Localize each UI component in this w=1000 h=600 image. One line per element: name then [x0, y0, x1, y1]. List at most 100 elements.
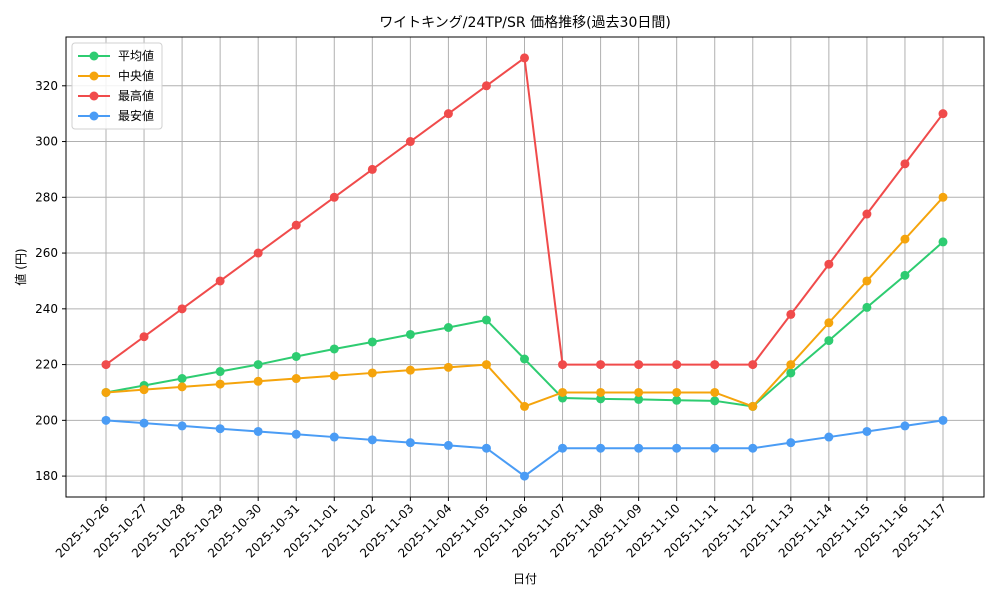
data-point: [177, 421, 187, 431]
data-point: [177, 374, 187, 384]
legend-marker-icon: [89, 71, 99, 81]
data-point: [215, 379, 225, 389]
legend-label: 最安値: [118, 108, 154, 123]
y-tick-label: 220: [35, 358, 58, 372]
data-point: [443, 109, 453, 119]
data-point: [481, 81, 491, 91]
data-point: [786, 368, 796, 378]
data-point: [215, 367, 225, 377]
data-point: [900, 234, 910, 244]
data-point: [900, 421, 910, 431]
data-point: [405, 137, 415, 147]
data-point: [558, 387, 568, 397]
data-point: [900, 159, 910, 169]
data-point: [862, 276, 872, 286]
data-point: [824, 259, 834, 269]
data-point: [672, 387, 682, 397]
data-point: [862, 426, 872, 436]
data-point: [443, 362, 453, 372]
data-point: [938, 415, 948, 425]
data-point: [862, 209, 872, 219]
data-point: [481, 443, 491, 453]
series-line: [101, 53, 948, 370]
data-point: [367, 368, 377, 378]
x-axis: 2025-10-262025-10-272025-10-282025-10-29…: [53, 497, 949, 560]
data-point: [253, 376, 263, 386]
data-point: [253, 360, 263, 370]
data-point: [520, 401, 529, 411]
data-point: [481, 315, 491, 325]
legend-item: 平均値: [78, 48, 154, 63]
y-tick-label: 180: [35, 469, 58, 483]
data-point: [443, 440, 453, 450]
data-point: [177, 382, 187, 392]
data-point: [367, 164, 377, 174]
data-point: [558, 443, 568, 453]
data-point: [253, 426, 263, 436]
grid: [66, 37, 984, 497]
y-axis-label: 値 (円): [13, 248, 28, 285]
data-point: [215, 424, 225, 434]
data-point: [520, 354, 529, 364]
data-point: [405, 365, 415, 375]
y-tick-label: 320: [35, 79, 58, 93]
data-point: [139, 418, 149, 428]
data-point: [329, 192, 339, 202]
x-axis-label: 日付: [513, 572, 537, 586]
y-tick-label: 260: [35, 246, 58, 260]
data-point: [634, 443, 644, 453]
legend-label: 最高値: [118, 88, 154, 103]
series-line: [101, 415, 948, 481]
data-point: [139, 385, 149, 395]
data-point: [672, 443, 682, 453]
data-point: [253, 248, 263, 258]
y-tick-label: 280: [35, 190, 58, 204]
legend-box: [71, 42, 163, 130]
legend-marker-icon: [89, 51, 99, 61]
data-point: [101, 387, 111, 397]
data-point: [710, 443, 720, 453]
data-point: [329, 371, 339, 381]
data-point: [862, 302, 872, 312]
series-lines: [101, 53, 948, 481]
data-point: [748, 360, 758, 370]
data-point: [291, 351, 301, 361]
data-point: [824, 318, 834, 328]
data-point: [672, 360, 682, 370]
legend-label: 平均値: [118, 48, 154, 63]
data-point: [824, 432, 834, 442]
data-point: [520, 471, 529, 481]
data-point: [558, 360, 568, 370]
y-tick-label: 300: [35, 135, 58, 149]
data-point: [672, 395, 682, 405]
data-point: [405, 438, 415, 448]
data-point: [634, 394, 644, 404]
data-point: [786, 438, 796, 448]
data-point: [596, 360, 606, 370]
data-point: [710, 387, 720, 397]
legend-item: 中央値: [78, 68, 154, 83]
data-point: [101, 415, 111, 425]
legend-item: 最安値: [78, 108, 154, 123]
series-line: [101, 237, 948, 411]
chart-title: ワイトキング/24TP/SR 価格推移(過去30日間): [379, 15, 671, 31]
data-point: [634, 360, 644, 370]
legend-marker-icon: [89, 91, 99, 101]
data-point: [900, 270, 910, 280]
data-point: [177, 304, 187, 314]
data-point: [596, 387, 606, 397]
data-point: [215, 276, 225, 286]
legend-item: 最高値: [78, 88, 154, 103]
legend-label: 中央値: [118, 68, 154, 83]
data-point: [291, 374, 301, 384]
data-point: [291, 429, 301, 439]
series-line: [101, 192, 948, 411]
data-point: [367, 435, 377, 445]
data-point: [367, 337, 377, 347]
y-tick-label: 240: [35, 302, 58, 316]
data-point: [596, 394, 606, 404]
data-point: [748, 401, 758, 411]
